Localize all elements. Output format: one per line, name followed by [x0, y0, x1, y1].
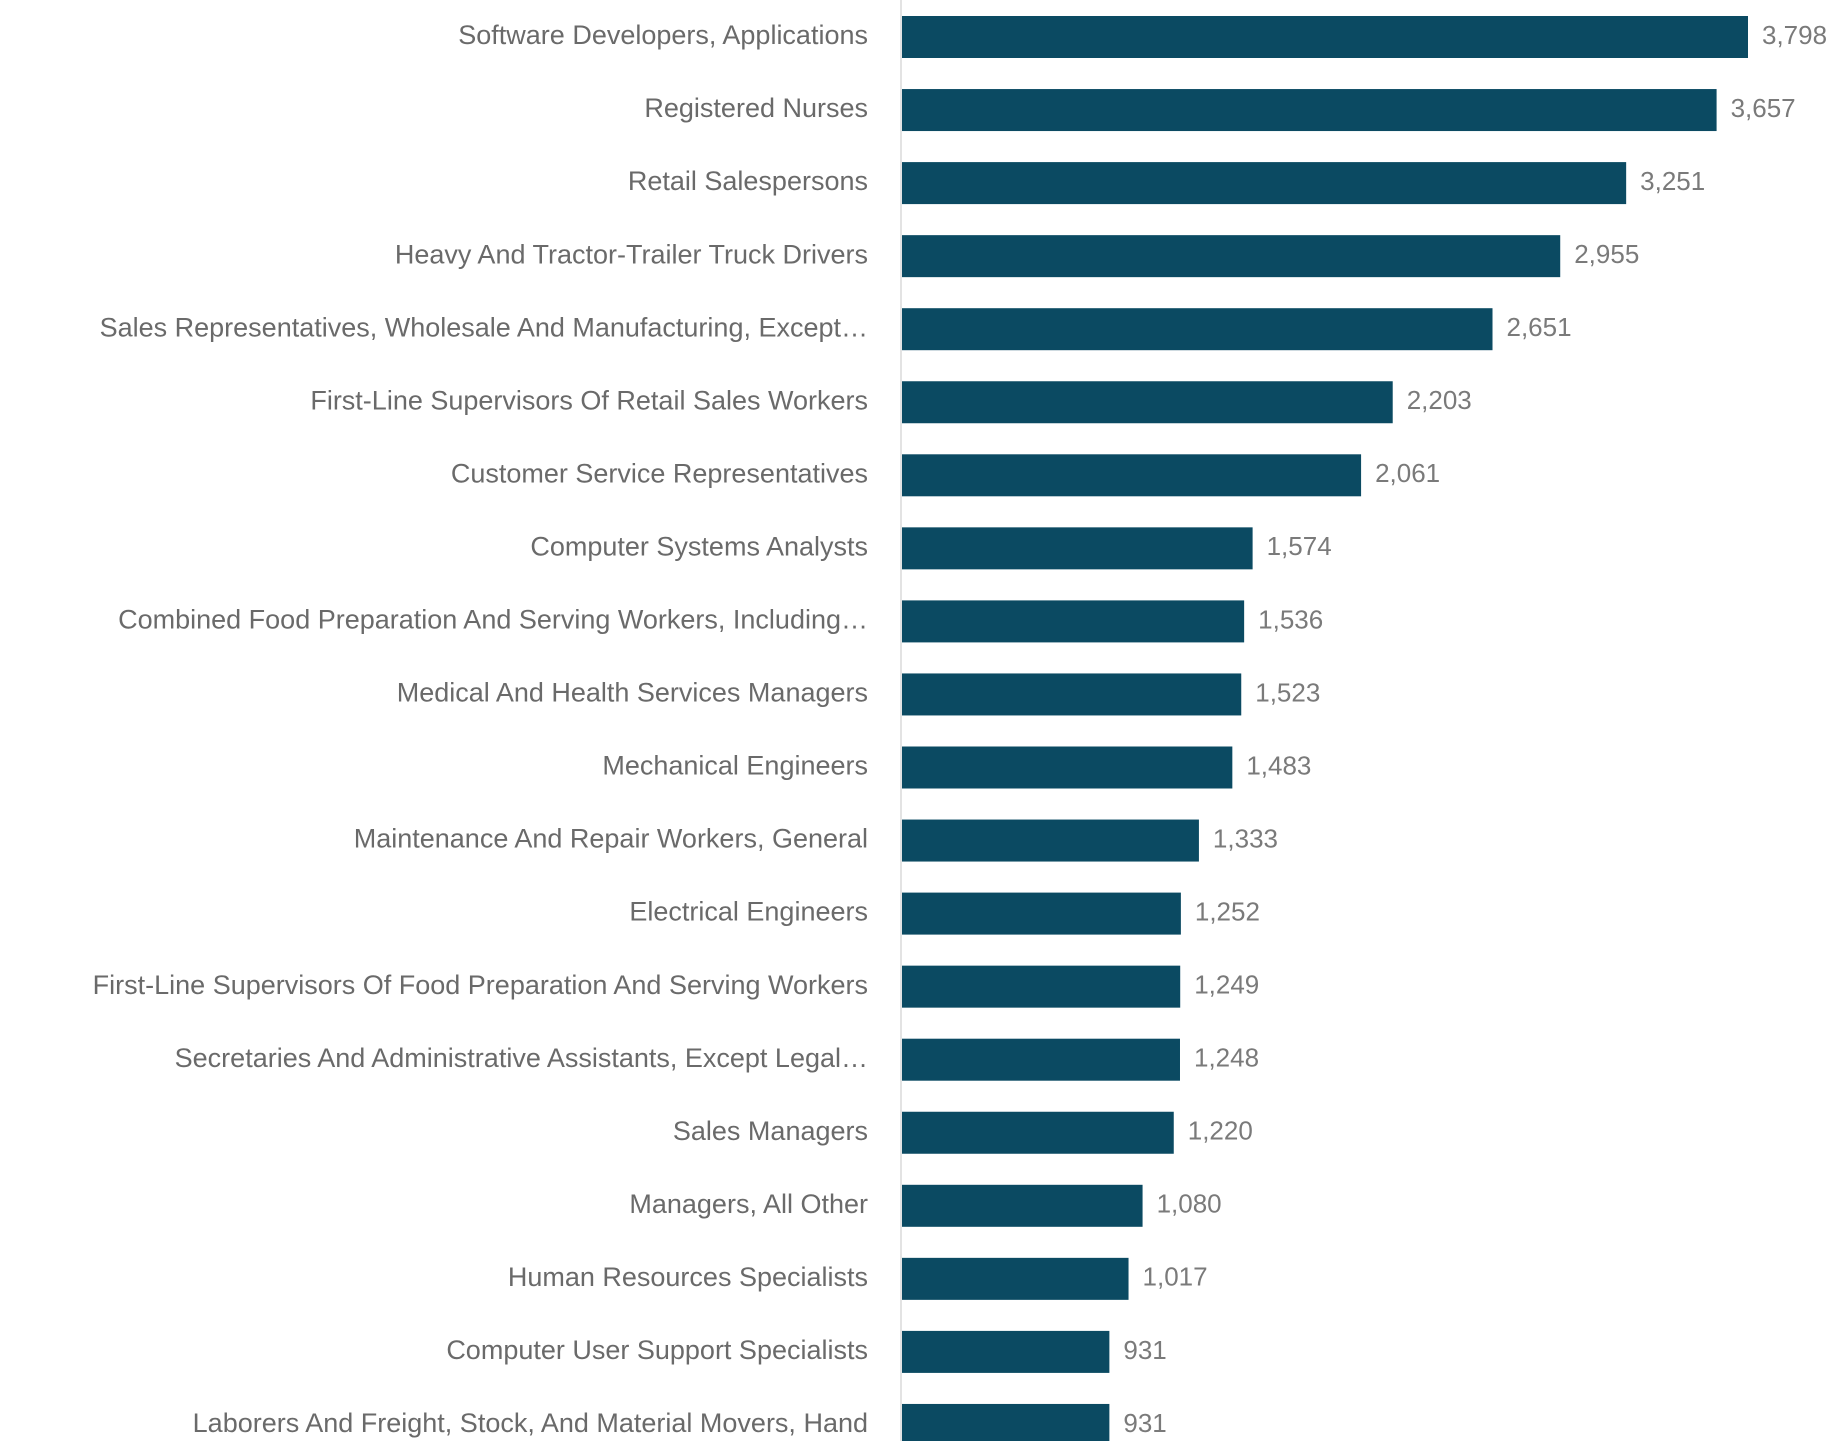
- category-label: Maintenance And Repair Workers, General: [354, 824, 868, 854]
- category-label: Laborers And Freight, Stock, And Materia…: [193, 1408, 868, 1438]
- value-label: 1,523: [1255, 677, 1320, 707]
- value-label: 3,657: [1731, 93, 1796, 123]
- value-label: 1,080: [1157, 1189, 1222, 1219]
- bar: [902, 381, 1393, 424]
- category-label: Software Developers, Applications: [458, 20, 868, 50]
- category-label: Registered Nurses: [644, 93, 868, 123]
- value-label: 1,248: [1194, 1043, 1259, 1073]
- value-label: 1,483: [1246, 750, 1311, 780]
- bar: [902, 1111, 1174, 1154]
- bars-group: [902, 16, 1748, 1441]
- value-label: 1,333: [1213, 823, 1278, 853]
- category-label: Combined Food Preparation And Serving Wo…: [118, 605, 868, 635]
- value-label: 931: [1123, 1335, 1166, 1365]
- category-label: First-Line Supervisors Of Food Preparati…: [93, 970, 868, 1000]
- category-label: First-Line Supervisors Of Retail Sales W…: [310, 385, 868, 415]
- category-label: Sales Representatives, Wholesale And Man…: [100, 312, 868, 342]
- value-label: 3,798: [1762, 20, 1827, 50]
- value-label: 1,220: [1188, 1116, 1253, 1146]
- value-label: 2,955: [1574, 239, 1639, 269]
- category-label: Heavy And Tractor-Trailer Truck Drivers: [395, 239, 868, 269]
- category-label: Mechanical Engineers: [602, 751, 868, 781]
- value-labels-group: 3,798 3,657 3,251 2,955 2,651 2,203 2,061 1,574…: [1123, 20, 1827, 1438]
- value-label: 1,017: [1143, 1262, 1208, 1292]
- category-label: Managers, All Other: [629, 1189, 868, 1219]
- category-label: Customer Service Representatives: [451, 458, 868, 488]
- bar: [902, 600, 1245, 643]
- bar: [902, 16, 1748, 58]
- bar: [902, 1330, 1110, 1373]
- category-label: Secretaries And Administrative Assistant…: [175, 1043, 868, 1073]
- bar: [902, 454, 1362, 497]
- category-label: Human Resources Specialists: [508, 1262, 868, 1292]
- bar: [902, 235, 1561, 278]
- category-label: Medical And Health Services Managers: [397, 678, 868, 708]
- bar: [902, 746, 1233, 789]
- value-label: 2,651: [1507, 312, 1572, 342]
- bar: [902, 892, 1181, 935]
- bar: [902, 89, 1717, 132]
- category-label: Computer User Support Specialists: [446, 1335, 868, 1365]
- value-label: 3,251: [1640, 166, 1705, 196]
- value-label: 1,252: [1195, 896, 1260, 926]
- category-labels-group: Software Developers, Applications Registe…: [93, 20, 868, 1438]
- category-label: Sales Managers: [673, 1116, 868, 1146]
- bar: [902, 965, 1181, 1008]
- bar: [902, 1184, 1143, 1227]
- bar: [902, 1038, 1180, 1081]
- category-label: Electrical Engineers: [629, 897, 868, 927]
- bar: [902, 527, 1253, 570]
- bar: [902, 308, 1493, 351]
- value-label: 1,249: [1194, 970, 1259, 1000]
- bar: [902, 1403, 1110, 1441]
- value-label: 2,203: [1407, 385, 1472, 415]
- value-label: 1,536: [1258, 604, 1323, 634]
- bar: [902, 1257, 1129, 1300]
- bar: [902, 673, 1242, 716]
- value-label: 1,574: [1267, 531, 1332, 561]
- category-label: Retail Salespersons: [628, 166, 868, 196]
- value-label: 931: [1123, 1408, 1166, 1438]
- bar: [902, 819, 1199, 862]
- value-label: 2,061: [1375, 458, 1440, 488]
- category-label: Computer Systems Analysts: [530, 531, 868, 561]
- bar: [902, 162, 1627, 205]
